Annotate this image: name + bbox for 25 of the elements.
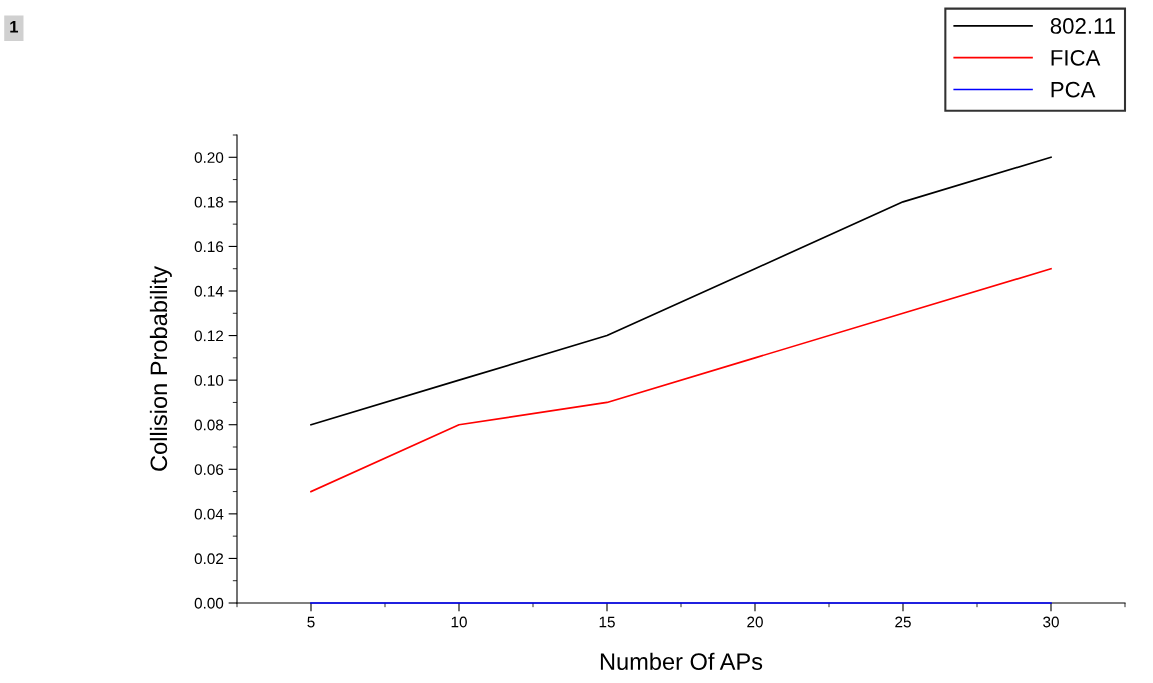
y-tick-label: 0.00 <box>194 597 224 609</box>
legend-label: FICA <box>1051 49 1101 66</box>
x-tick-label: 20 <box>747 616 763 628</box>
legend-label: PCA <box>1051 81 1096 98</box>
y-tick-label: 0.12 <box>194 330 224 342</box>
x-axis-title: Number Of APs <box>600 652 763 670</box>
legend-label: 802.11 <box>1050 18 1116 34</box>
y-tick-label: 0.08 <box>194 419 224 431</box>
x-tick-label: 5 <box>307 616 315 628</box>
x-tick-label: 25 <box>895 616 911 628</box>
y-tick-label: 0.14 <box>194 285 224 297</box>
y-tick-label: 0.06 <box>194 464 224 475</box>
text: 1 <box>10 21 19 33</box>
y-tick-label: 0.20 <box>194 152 224 163</box>
line-series <box>310 267 1052 493</box>
y-tick-label: 0.16 <box>194 241 224 253</box>
y-tick-label: 0.10 <box>194 375 224 386</box>
y-axis-title: Collision Probability <box>149 266 172 471</box>
y-tick-label: 0.04 <box>194 508 224 520</box>
x-tick-label: 15 <box>599 616 615 628</box>
x-tick-label: 30 <box>1043 616 1059 628</box>
y-tick-label: 0.02 <box>194 553 224 565</box>
y-tick-label: 0.18 <box>194 196 224 208</box>
line-series <box>310 156 1052 426</box>
x-tick-label: 10 <box>451 616 467 628</box>
